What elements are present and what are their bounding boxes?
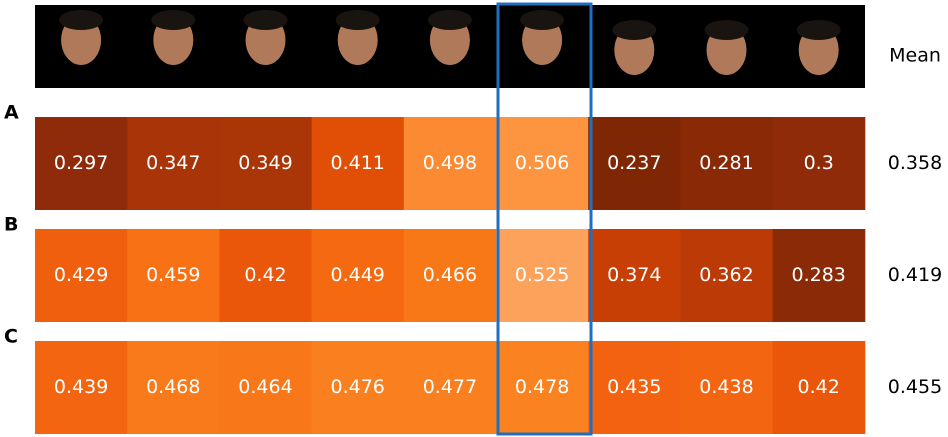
cell [588, 117, 681, 210]
cell-value: 0.3 [804, 152, 834, 174]
cell-value: 0.347 [146, 152, 200, 174]
cell [403, 341, 497, 434]
hair [59, 10, 104, 30]
row-mean: 0.419 [888, 264, 942, 286]
cell [772, 341, 866, 434]
hair [612, 20, 657, 40]
highlight-box [496, 2, 593, 436]
cell-value: 0.464 [238, 376, 292, 398]
row-label: C [4, 326, 18, 348]
cell-value: 0.297 [54, 152, 108, 174]
cell [588, 341, 681, 434]
cell [496, 341, 589, 434]
cell-value: 0.362 [699, 264, 753, 286]
cell [772, 117, 866, 210]
cell [311, 341, 405, 434]
hair [520, 10, 565, 30]
cell-value: 0.466 [423, 264, 477, 286]
cell-value: 0.468 [146, 376, 200, 398]
hair [243, 10, 288, 30]
cell [680, 229, 774, 322]
cell [35, 229, 128, 322]
cell-value: 0.411 [330, 152, 384, 174]
cell [403, 117, 497, 210]
cell-value: 0.449 [330, 264, 384, 286]
hair [704, 20, 749, 40]
cell [219, 117, 313, 210]
cell-value: 0.349 [238, 152, 292, 174]
heatmap: A 0.297 0.347 0.349 0.411 0.498 0.506 0.237 0.28… [4, 102, 942, 434]
cell [127, 117, 220, 210]
cell-value: 0.42 [798, 376, 840, 398]
cell-value: 0.476 [330, 376, 384, 398]
cell-value: 0.498 [423, 152, 477, 174]
row-mean: 0.455 [888, 376, 942, 398]
hair [427, 10, 472, 30]
row-label: B [4, 214, 18, 236]
cell [35, 117, 128, 210]
cell-value: 0.237 [607, 152, 661, 174]
row-label: A [4, 102, 19, 124]
cell [311, 117, 405, 210]
cell [311, 229, 405, 322]
cell-value: 0.506 [515, 152, 569, 174]
cell-value: 0.477 [423, 376, 477, 398]
hair [335, 10, 380, 30]
cell-value: 0.439 [54, 376, 108, 398]
cell-value: 0.478 [515, 376, 569, 398]
cell-value: 0.429 [54, 264, 108, 286]
faces [59, 10, 841, 75]
hair [796, 20, 841, 40]
cell-value: 0.525 [515, 264, 569, 286]
cell [403, 229, 497, 322]
cell-value: 0.281 [699, 152, 753, 174]
cell [496, 117, 589, 210]
cell-value: 0.459 [146, 264, 200, 286]
cell-value: 0.438 [699, 376, 753, 398]
cell-value: 0.435 [607, 376, 661, 398]
cell-value: 0.374 [607, 264, 661, 286]
cell [772, 229, 866, 322]
cell [588, 229, 681, 322]
cell-value: 0.283 [791, 264, 845, 286]
cell [680, 341, 774, 434]
cell [680, 117, 774, 210]
cell-value: 0.42 [244, 264, 286, 286]
cell [219, 229, 313, 322]
cell [127, 341, 220, 434]
cell [35, 341, 128, 434]
row-mean: 0.358 [888, 152, 942, 174]
hair [151, 10, 196, 30]
cell [496, 229, 589, 322]
mean-header: Mean [889, 45, 941, 67]
cell [219, 341, 313, 434]
cell [127, 229, 220, 322]
